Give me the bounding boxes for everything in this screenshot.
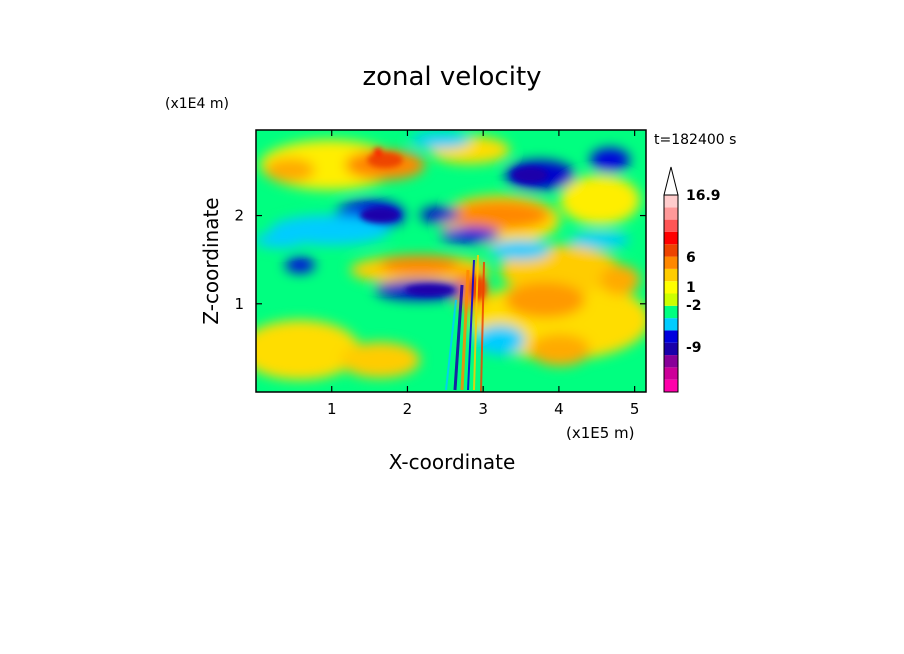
plot-frame — [255, 129, 647, 393]
y-tick-label: 1 — [234, 295, 244, 313]
colorbar-segment — [664, 367, 678, 380]
colorbar-segment — [664, 293, 678, 306]
colorbar-segment — [664, 305, 678, 319]
contour-field — [256, 130, 646, 392]
x-axis: 1 2 3 4 5 — [327, 130, 639, 418]
x-tick-label: 5 — [630, 400, 640, 418]
colorbar-segment — [664, 219, 678, 232]
colorbar-segment — [664, 355, 678, 368]
colorbar-top-cap — [663, 166, 679, 196]
colorbar-segment — [664, 195, 678, 208]
colorbar-segment — [664, 318, 678, 331]
colorbar-segment — [664, 244, 678, 257]
x-unit-label: (x1E5 m) — [566, 424, 635, 442]
colorbar-segment — [664, 231, 678, 245]
colorbar-label: 6 — [686, 250, 696, 266]
colorbar: 16.9 6 1 -2 -9 — [663, 166, 721, 393]
colorbar-label: 16.9 — [686, 188, 721, 204]
y-axis-label: Z-coordinate — [199, 197, 223, 324]
colorbar-segment — [664, 330, 678, 343]
chart-title: zonal velocity — [362, 62, 541, 92]
colorbar-segment — [664, 281, 678, 294]
x-tick-label: 2 — [403, 400, 413, 418]
time-label: t=182400 s — [654, 132, 736, 148]
colorbar-label: -2 — [686, 298, 702, 314]
colorbar-segment — [664, 268, 678, 282]
y-axis: 12 — [234, 207, 646, 313]
y-unit-label: (x1E4 m) — [165, 96, 229, 112]
colorbar-segment — [664, 379, 678, 392]
colorbar-label: -9 — [686, 340, 702, 356]
x-tick-label: 4 — [554, 400, 564, 418]
y-tick-label: 2 — [234, 207, 244, 225]
colorbar-segment — [664, 342, 678, 356]
colorbar-segment — [664, 207, 678, 220]
colorbar-segment — [664, 256, 678, 269]
x-tick-label: 1 — [327, 400, 337, 418]
x-tick-label: 3 — [478, 400, 488, 418]
x-axis-label: X-coordinate — [389, 450, 516, 474]
colorbar-label: 1 — [686, 280, 696, 296]
